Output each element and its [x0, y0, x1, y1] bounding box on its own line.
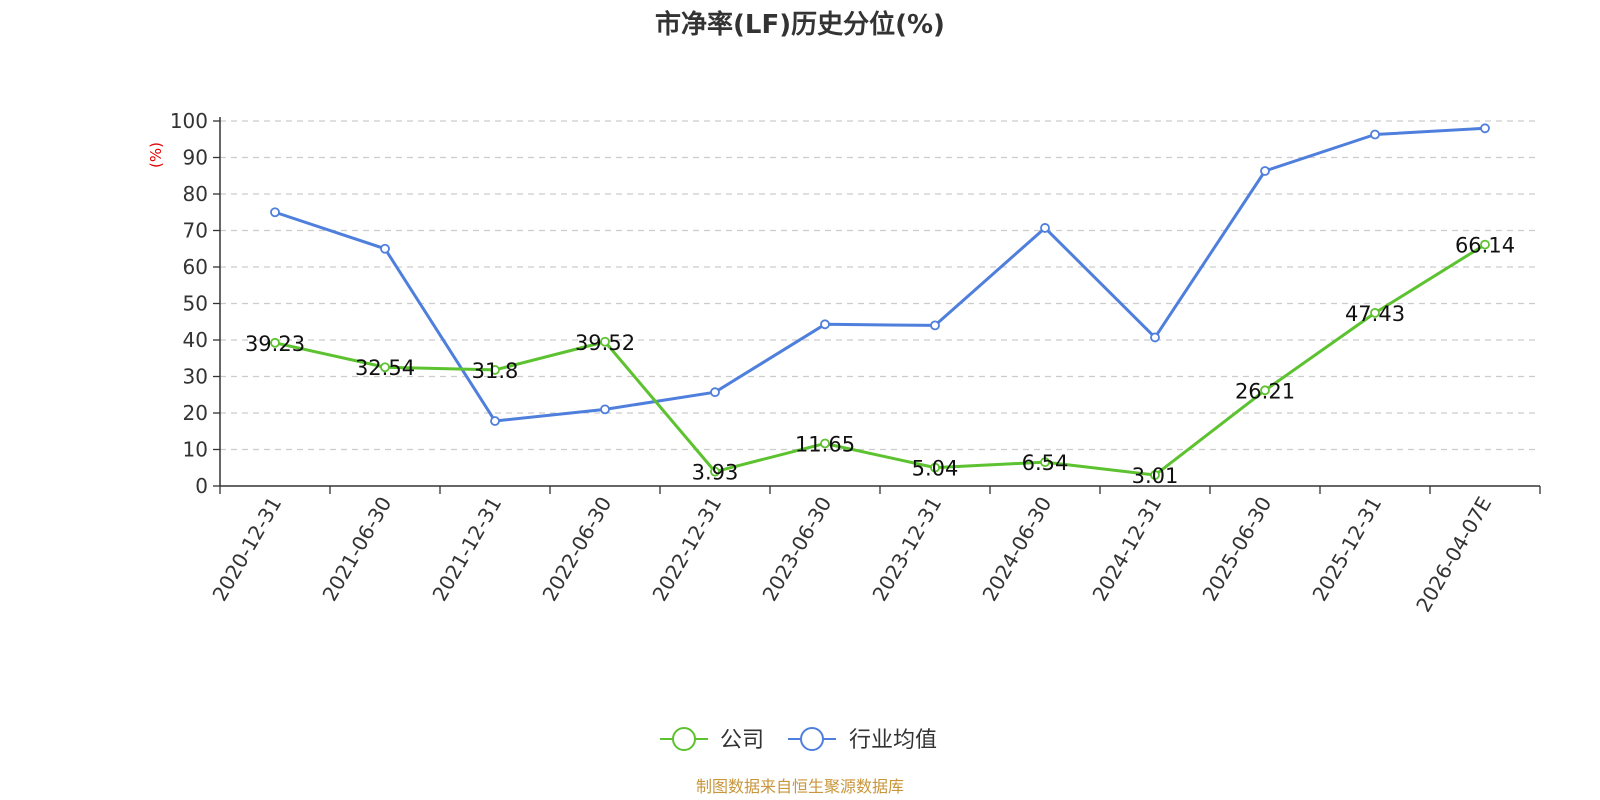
data-labels: 39.23 32.54 31.8 39.52 3.93 11.65 5.04 6.54 3.01…	[245, 234, 1515, 488]
y-axis-label: (%)	[147, 142, 165, 168]
series-group	[270, 123, 1490, 480]
data-point[interactable]	[930, 320, 940, 331]
data-label: 39.52	[575, 331, 635, 355]
data-point[interactable]	[1260, 166, 1270, 176]
axes	[213, 117, 1541, 494]
source-note: 制图数据来自恒生聚源数据库	[696, 777, 904, 796]
y-tick-labels: 0 10 20 30 40 50 60 70 80 90 100	[170, 109, 208, 498]
x-tick-label: 2022-06-30	[537, 493, 616, 606]
legend-item-0[interactable]: 公司	[660, 727, 764, 753]
data-point[interactable]	[1150, 332, 1160, 343]
x-tick-label: 2022-12-31	[647, 493, 726, 606]
data-point[interactable]	[270, 207, 280, 218]
legend-label: 行业均值	[849, 728, 937, 753]
data-point[interactable]	[930, 462, 940, 473]
data-point[interactable]	[1040, 457, 1050, 468]
y-tick-label: 20	[183, 401, 208, 425]
x-tick-label: 2020-12-31	[207, 493, 286, 606]
series-line-0	[274, 243, 1486, 477]
legend-label: 公司	[720, 728, 764, 753]
y-tick-label: 100	[170, 109, 208, 133]
y-tick-label: 0	[195, 474, 208, 498]
y-tick-label: 60	[183, 255, 208, 279]
x-tick-label: 2021-06-30	[317, 493, 396, 606]
data-point[interactable]	[600, 404, 610, 415]
data-label: 3.93	[692, 461, 739, 485]
data-point[interactable]	[710, 387, 720, 398]
y-tick-label: 80	[183, 182, 208, 206]
data-label: 26.21	[1235, 379, 1295, 403]
y-tick-label: 10	[183, 438, 208, 462]
grid-lines	[220, 120, 1540, 451]
data-point[interactable]	[1370, 129, 1380, 140]
data-label: 11.65	[795, 432, 855, 456]
data-point[interactable]	[1150, 470, 1160, 480]
data-label: 39.23	[245, 332, 305, 356]
data-point[interactable]	[490, 416, 500, 426]
data-point[interactable]	[820, 319, 830, 330]
data-point[interactable]	[600, 336, 610, 347]
data-label: 5.04	[912, 457, 959, 481]
legend[interactable]: 公司 行业均值	[660, 727, 937, 753]
legend-swatch-marker	[800, 727, 824, 751]
legend-item-1[interactable]: 行业均值	[788, 727, 937, 753]
data-label: 66.14	[1455, 234, 1515, 258]
data-point[interactable]	[1480, 123, 1490, 134]
x-tick-label: 2025-06-30	[1197, 493, 1276, 606]
y-tick-label: 30	[183, 365, 208, 389]
data-point[interactable]	[1480, 239, 1490, 250]
x-tick-label: 2024-06-30	[977, 493, 1056, 606]
data-label: 47.43	[1345, 302, 1405, 326]
y-tick-label: 40	[183, 328, 208, 352]
data-point[interactable]	[710, 466, 720, 477]
data-point[interactable]	[1040, 223, 1050, 233]
y-tick-label: 50	[183, 292, 208, 316]
data-point[interactable]	[380, 362, 390, 373]
data-point[interactable]	[820, 438, 830, 449]
data-point[interactable]	[490, 365, 500, 375]
data-label: 6.54	[1022, 451, 1069, 475]
x-tick-label: 2021-12-31	[427, 493, 506, 606]
data-point[interactable]	[270, 337, 280, 348]
x-tick-labels: 2020-12-31 2021-06-30 2021-12-31 2022-06-30…	[207, 493, 1496, 617]
x-tick-label: 2026-04-07E	[1411, 493, 1496, 617]
data-label: 3.01	[1132, 464, 1179, 488]
data-point[interactable]	[1260, 385, 1270, 396]
data-label: 31.8	[472, 359, 519, 383]
x-tick-label: 2025-12-31	[1307, 493, 1386, 606]
x-tick-label: 2023-12-31	[867, 493, 946, 606]
data-point[interactable]	[1370, 307, 1380, 318]
y-tick-label: 70	[183, 219, 208, 243]
legend-swatch-marker	[672, 727, 696, 751]
data-label: 32.54	[355, 356, 415, 380]
data-point[interactable]	[380, 243, 390, 254]
chart-title: 市净率(LF)历史分位(%)	[655, 9, 945, 40]
x-tick-label: 2024-12-31	[1087, 493, 1166, 606]
series-line-1	[274, 126, 1486, 423]
x-tick-label: 2023-06-30	[757, 493, 836, 606]
y-tick-label: 90	[183, 146, 208, 170]
